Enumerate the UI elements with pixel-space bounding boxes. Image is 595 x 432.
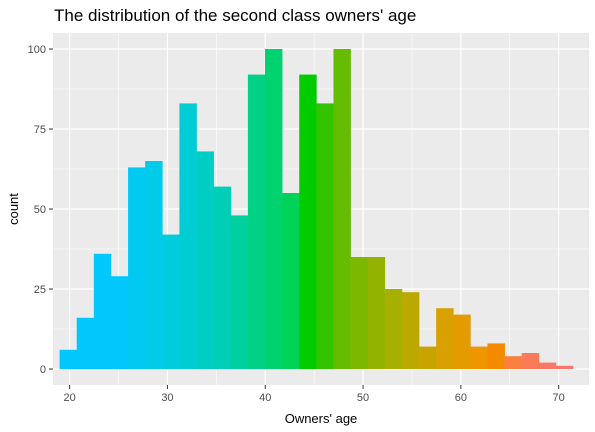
histogram-bar-22 (436, 308, 454, 369)
histogram-bar-2 (93, 253, 112, 369)
histogram-bar-18 (367, 257, 386, 369)
y-axis-title: count (6, 193, 21, 225)
histogram-bar-17 (350, 257, 369, 369)
histogram-bar-25 (487, 343, 505, 369)
y-tick-label: 25 (34, 284, 46, 296)
x-tick-label: 50 (357, 392, 369, 404)
y-tick-label: 50 (34, 204, 46, 216)
histogram-bar-20 (401, 292, 420, 369)
x-tick-label: 60 (455, 392, 467, 404)
y-tick-label: 0 (40, 364, 46, 376)
x-tick-label: 40 (259, 392, 271, 404)
histogram-bar-24 (470, 346, 488, 369)
histogram-bar-15 (316, 103, 334, 370)
histogram-bar-11 (247, 74, 266, 369)
histogram-bar-0 (59, 349, 78, 369)
x-tick-label: 30 (161, 392, 173, 404)
histogram-bar-16 (333, 49, 351, 369)
histogram-bar-4 (128, 167, 146, 369)
histogram-bar-19 (384, 289, 403, 369)
histogram-bar-3 (110, 276, 129, 369)
histogram-bar-26 (504, 356, 523, 369)
histogram-bar-21 (419, 346, 437, 369)
histogram-bar-6 (162, 234, 180, 369)
histogram-bar-23 (453, 314, 471, 369)
histogram-bar-9 (213, 186, 232, 369)
x-axis-title: Owners' age (285, 411, 358, 426)
histogram-bar-27 (521, 353, 540, 369)
histogram-bar-13 (282, 193, 300, 369)
chart-title: The distribution of the second class own… (54, 6, 417, 25)
histogram-bar-1 (76, 317, 95, 369)
histogram-bar-10 (230, 215, 249, 369)
x-tick-label: 70 (553, 392, 565, 404)
y-tick-label: 100 (28, 44, 46, 56)
histogram-bar-28 (538, 362, 557, 369)
x-tick-label: 20 (64, 392, 76, 404)
histogram-bar-12 (265, 49, 283, 369)
y-tick-label: 75 (34, 124, 46, 136)
histogram-bar-8 (196, 151, 214, 369)
histogram-bar-14 (299, 74, 317, 369)
histogram-bar-5 (145, 161, 163, 369)
histogram-bar-7 (179, 103, 197, 370)
histogram-bar-29 (555, 365, 574, 369)
